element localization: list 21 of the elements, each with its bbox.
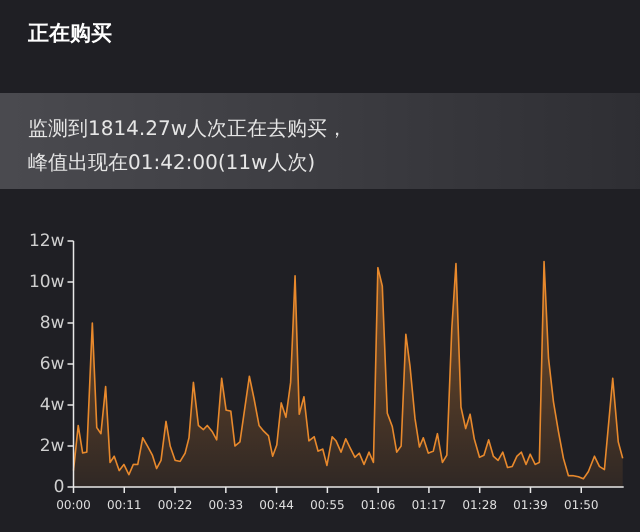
x-tick-label: 01:39 [513, 498, 548, 512]
x-tick-label: 00:55 [310, 498, 345, 512]
x-tick-label: 01:06 [360, 498, 396, 512]
text: 峰值出现在01:42:00(11w人次) [28, 150, 316, 174]
text: 监测到1814.27w人次正在去购买， [28, 116, 348, 140]
y-tick-label: 4w [40, 395, 65, 415]
x-tick-label: 01:17 [412, 498, 446, 512]
x-tick-label: 01:50 [564, 498, 599, 512]
y-tick-label: 2w [40, 436, 65, 456]
x-tick-label: 00:11 [106, 498, 142, 512]
x-tick-label: 00:00 [56, 498, 91, 512]
x-tick-label: 00:22 [158, 498, 192, 512]
y-tick-label: 6w [40, 354, 65, 374]
y-tick-label: 10w [28, 272, 65, 292]
x-tick-label: 01:28 [462, 498, 498, 512]
y-tick-label: 12w [28, 231, 65, 251]
x-tick-label: 00:33 [208, 498, 244, 512]
x-tick-label: 00:44 [259, 498, 294, 512]
y-tick-label: 8w [40, 313, 65, 333]
y-tick-label: 0 [54, 477, 64, 497]
chart-title: 正在购买 [27, 21, 112, 45]
